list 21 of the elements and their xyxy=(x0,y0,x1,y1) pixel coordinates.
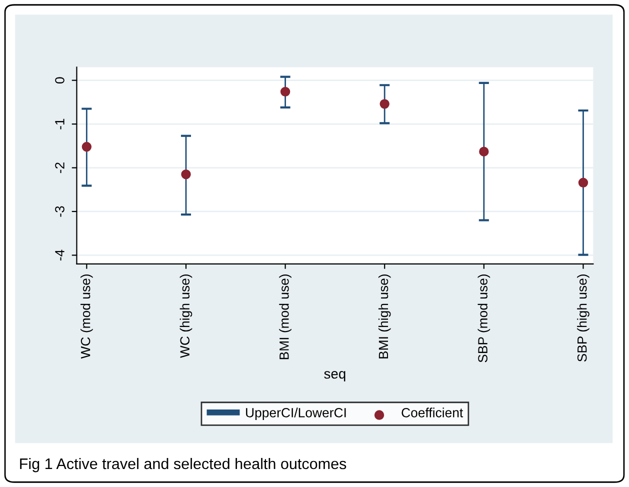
y-tick-label: 0 xyxy=(55,77,64,84)
legend-label: Coefficient xyxy=(402,408,464,418)
caption: Fig 1 Active travel and selected health outcomes xyxy=(20,458,346,472)
x-tick-label: BMI (mod use) xyxy=(279,274,292,360)
point xyxy=(181,169,191,180)
point xyxy=(82,142,92,152)
x-tick-label: WC (mod use) xyxy=(80,274,93,359)
x-tick-label: WC (high use) xyxy=(180,274,192,358)
y-tick-label: -3 xyxy=(55,206,64,217)
x-tick-label: SBP (mod use) xyxy=(478,274,490,362)
y-tick-label: -4 xyxy=(55,250,64,260)
x-tick-label: SBP (high use) xyxy=(577,274,590,362)
x-axis-title: seq xyxy=(324,371,346,382)
y-tick-label: -2 xyxy=(55,162,64,174)
point xyxy=(380,99,390,109)
legend-label: UpperCI/LowerCI xyxy=(246,408,346,420)
y-tick-label: -1 xyxy=(55,118,64,130)
point xyxy=(280,86,290,97)
x-tick-label: BMI (high use) xyxy=(378,274,391,358)
point xyxy=(479,146,489,156)
point xyxy=(578,178,588,188)
